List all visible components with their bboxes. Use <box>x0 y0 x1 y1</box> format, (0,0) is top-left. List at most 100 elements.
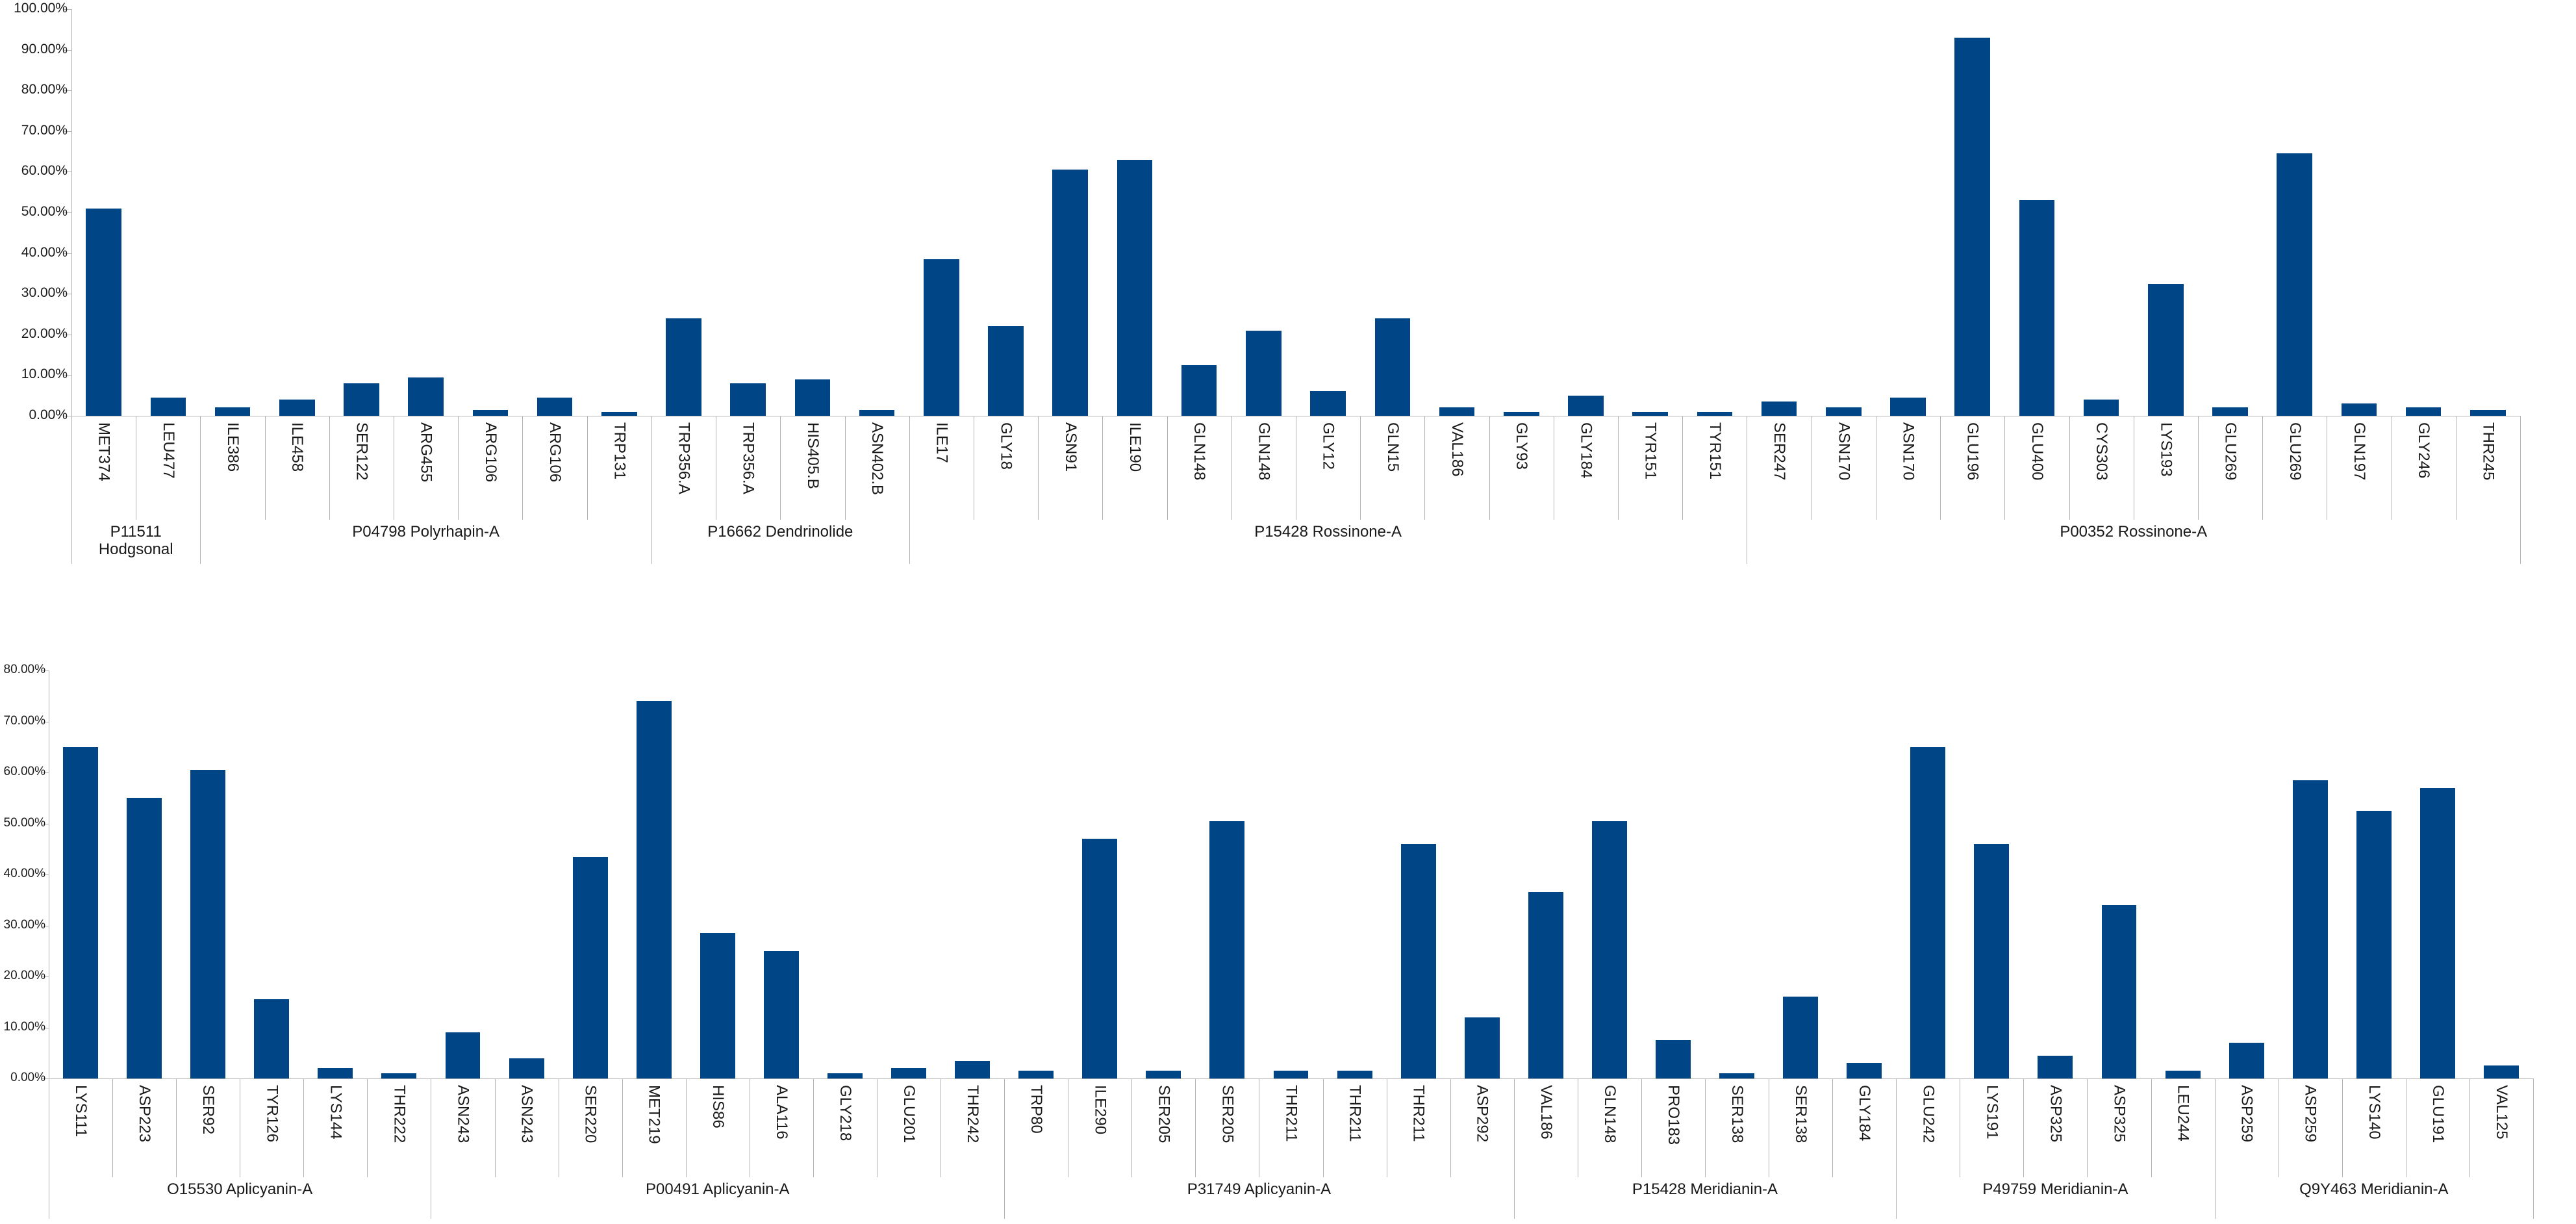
bar-label: GLU269 <box>2262 422 2327 520</box>
bar <box>924 259 959 416</box>
bar-label-text: SER220 <box>581 1085 600 1143</box>
bar <box>2165 1071 2201 1078</box>
bar-label: SER247 <box>1747 422 1811 520</box>
bar-label: LYS191 <box>1960 1085 2023 1177</box>
bar <box>2419 787 2455 1078</box>
bar <box>445 1032 481 1078</box>
bar <box>1246 330 1282 416</box>
bar <box>955 1060 991 1078</box>
bar <box>1146 1071 1181 1078</box>
y-tick-mark <box>64 253 71 254</box>
bar <box>1890 397 1926 416</box>
bar-label: GLN148 <box>1578 1085 1641 1177</box>
bar-label-text: GLY246 <box>2415 422 2433 479</box>
y-tick-label: 40.00% <box>21 244 68 260</box>
bar-label: ASP325 <box>2023 1085 2087 1177</box>
y-tick-label: 20.00% <box>3 969 45 983</box>
bar <box>1439 407 1475 416</box>
bar-label: ILE17 <box>909 422 974 520</box>
y-tick-label: 50.00% <box>21 203 68 219</box>
bar-label: MET374 <box>71 422 136 520</box>
category-separator <box>877 1078 878 1177</box>
category-separator <box>1360 416 1361 520</box>
category-separator <box>2342 1078 2343 1177</box>
bar <box>2341 403 2377 416</box>
bar-label-text: ILE386 <box>224 422 242 472</box>
bar <box>794 379 831 416</box>
bar-label: THR211 <box>1259 1085 1322 1177</box>
category-separator <box>2023 1078 2025 1177</box>
bar-label-text: ARG455 <box>417 422 435 483</box>
bar-label-text: SER92 <box>199 1085 218 1135</box>
bar-label-text: GLY184 <box>1856 1085 1874 1141</box>
y-tick-mark <box>42 1078 49 1079</box>
category-separator <box>1167 416 1168 520</box>
category-separator <box>303 1078 305 1177</box>
category-separator <box>685 1078 687 1177</box>
bar-label-text: GLN148 <box>1600 1085 1619 1143</box>
bar-label: GLY184 <box>1554 422 1618 520</box>
y-tick-mark <box>42 772 49 773</box>
bar-label-text: ASN91 <box>1061 422 1080 472</box>
bar <box>572 856 608 1078</box>
bar-label-text: SER247 <box>1771 422 1789 481</box>
bar-label-text: GLU196 <box>1964 422 1982 481</box>
bar <box>2019 200 2055 416</box>
bar <box>1910 746 1946 1078</box>
y-tick-label: 30.00% <box>3 917 45 932</box>
bar-label: TRP131 <box>587 422 651 520</box>
bar-label: THR242 <box>941 1085 1004 1177</box>
bar-label-text: TYR126 <box>263 1085 281 1143</box>
group-label: P31749 Aplicyanin-A <box>1187 1180 1332 1198</box>
category-separator <box>494 1078 496 1177</box>
category-separator <box>1705 1078 1706 1177</box>
bar-label-text: VAL186 <box>1448 422 1466 477</box>
bar-label-text: GLY18 <box>997 422 1015 470</box>
bar-label-text: TYR151 <box>1706 422 1724 480</box>
y-tick-label: 30.00% <box>21 285 68 301</box>
bar-label: GLN15 <box>1360 422 1424 520</box>
bar <box>2277 153 2313 416</box>
bar-label: ASP325 <box>2087 1085 2151 1177</box>
bar-label-text: LYS193 <box>2157 422 2175 477</box>
bar <box>2483 1065 2519 1078</box>
bar-label: SER138 <box>1705 1085 1769 1177</box>
bar-label: PRO183 <box>1641 1085 1705 1177</box>
bar-label-text: LYS111 <box>72 1085 90 1138</box>
bar <box>2405 407 2442 416</box>
category-separator <box>1322 1078 1324 1177</box>
y-tick-label: 70.00% <box>21 122 68 138</box>
bar-label-text: GLN148 <box>1255 422 1273 481</box>
bar <box>472 409 509 416</box>
bar-label: TYR151 <box>1682 422 1747 520</box>
category-separator <box>1424 416 1426 520</box>
category-separator <box>1682 416 1684 520</box>
bar-label: TYR126 <box>240 1085 303 1177</box>
bar-label-text: HIS405.B <box>803 422 822 489</box>
group-separator <box>2214 1078 2216 1219</box>
bar-label: CYS303 <box>2069 422 2134 520</box>
y-tick-label: 10.00% <box>21 366 68 382</box>
bar <box>1400 843 1436 1078</box>
group-separator <box>651 416 652 564</box>
y-tick-label: 70.00% <box>3 713 45 728</box>
bar-label-text: THR211 <box>1409 1085 1428 1142</box>
bar <box>859 409 895 416</box>
category-separator <box>1832 1078 1834 1177</box>
bar <box>1209 821 1245 1078</box>
category-separator <box>1489 416 1490 520</box>
bar-label: THR211 <box>1323 1085 1387 1177</box>
bar-label: GLN148 <box>1167 422 1231 520</box>
bar-label: SER92 <box>176 1085 240 1177</box>
bar-label: VAL186 <box>1424 422 1489 520</box>
bar-label: THR222 <box>367 1085 431 1177</box>
y-tick-label: 20.00% <box>21 325 68 341</box>
bar-label-text: TRP80 <box>1028 1085 1046 1134</box>
bar-label-text: ASN402.B <box>868 422 887 496</box>
category-separator <box>176 1078 177 1177</box>
group-separator <box>2520 416 2521 564</box>
bar <box>1632 411 1668 416</box>
category-separator <box>587 416 588 520</box>
bar-label: ASP259 <box>2215 1085 2279 1177</box>
